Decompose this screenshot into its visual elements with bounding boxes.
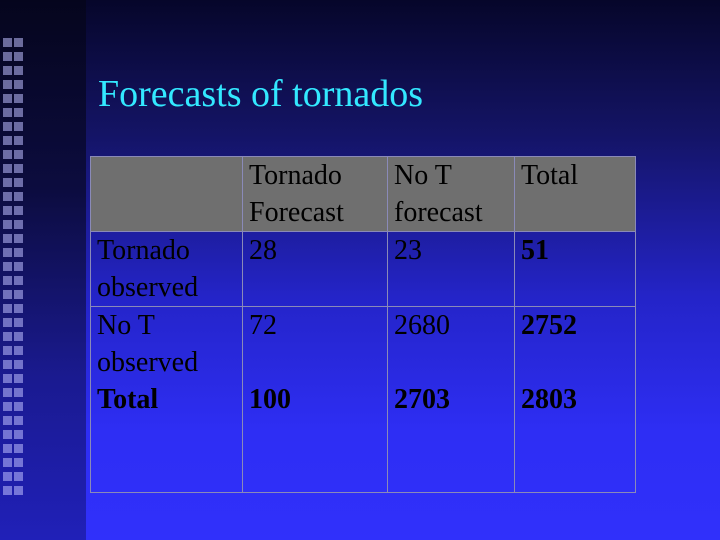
row-label-text: observed bbox=[97, 272, 199, 303]
header-text: No T bbox=[394, 160, 452, 191]
cell-text: 2803 bbox=[521, 384, 577, 415]
bullet-squares-pattern bbox=[3, 38, 23, 498]
forecast-table: Tornado Forecast No T forecast Total Tor… bbox=[90, 156, 636, 493]
slide-title: Forecasts of tornados bbox=[98, 73, 424, 115]
cell-text: 2703 bbox=[394, 384, 450, 415]
cell-spacer bbox=[249, 344, 387, 381]
cell-text: 2680 bbox=[394, 310, 450, 341]
table-cell-empty bbox=[387, 418, 515, 493]
header-text: forecast bbox=[394, 197, 483, 228]
table-header-row: Tornado Forecast No T forecast Total bbox=[90, 156, 636, 232]
row-label-cell: No T observed Total bbox=[90, 306, 243, 418]
table-row: No T observed Total 72 100 2680 2703 275… bbox=[90, 306, 636, 418]
header-cell-tornado-forecast: Tornado Forecast bbox=[242, 156, 388, 232]
header-cell-no-t-forecast: No T forecast bbox=[387, 156, 515, 232]
header-text: Total bbox=[521, 160, 579, 191]
cell-spacer bbox=[394, 344, 514, 381]
row-label-cell: Tornado observed bbox=[90, 231, 243, 307]
row-label-text: observed bbox=[97, 347, 199, 378]
table-cell-empty bbox=[90, 418, 243, 493]
cell-text: 100 bbox=[249, 384, 291, 415]
header-corner-cell bbox=[90, 156, 243, 232]
cell-text: 72 bbox=[249, 310, 277, 341]
row-label-text: Tornado bbox=[97, 235, 190, 266]
header-text: Tornado bbox=[249, 160, 342, 191]
row-label-text: Total bbox=[97, 384, 159, 415]
left-decorative-strip bbox=[0, 0, 86, 540]
table-cell-empty bbox=[514, 418, 636, 493]
table-cell: 51 bbox=[514, 231, 636, 307]
table-row-spacer bbox=[90, 418, 636, 493]
row-label-text: No T bbox=[97, 310, 155, 341]
table-row: Tornado observed 28 23 51 bbox=[90, 231, 636, 307]
header-text: Forecast bbox=[249, 197, 344, 228]
table-cell: 23 bbox=[387, 231, 515, 307]
table-cell: 72 100 bbox=[242, 306, 388, 418]
cell-text: 2752 bbox=[521, 310, 577, 341]
table-cell: 28 bbox=[242, 231, 388, 307]
table-cell: 2680 2703 bbox=[387, 306, 515, 418]
header-cell-total: Total bbox=[514, 156, 636, 232]
table-cell-empty bbox=[242, 418, 388, 493]
cell-spacer bbox=[521, 344, 635, 381]
table-cell: 2752 2803 bbox=[514, 306, 636, 418]
